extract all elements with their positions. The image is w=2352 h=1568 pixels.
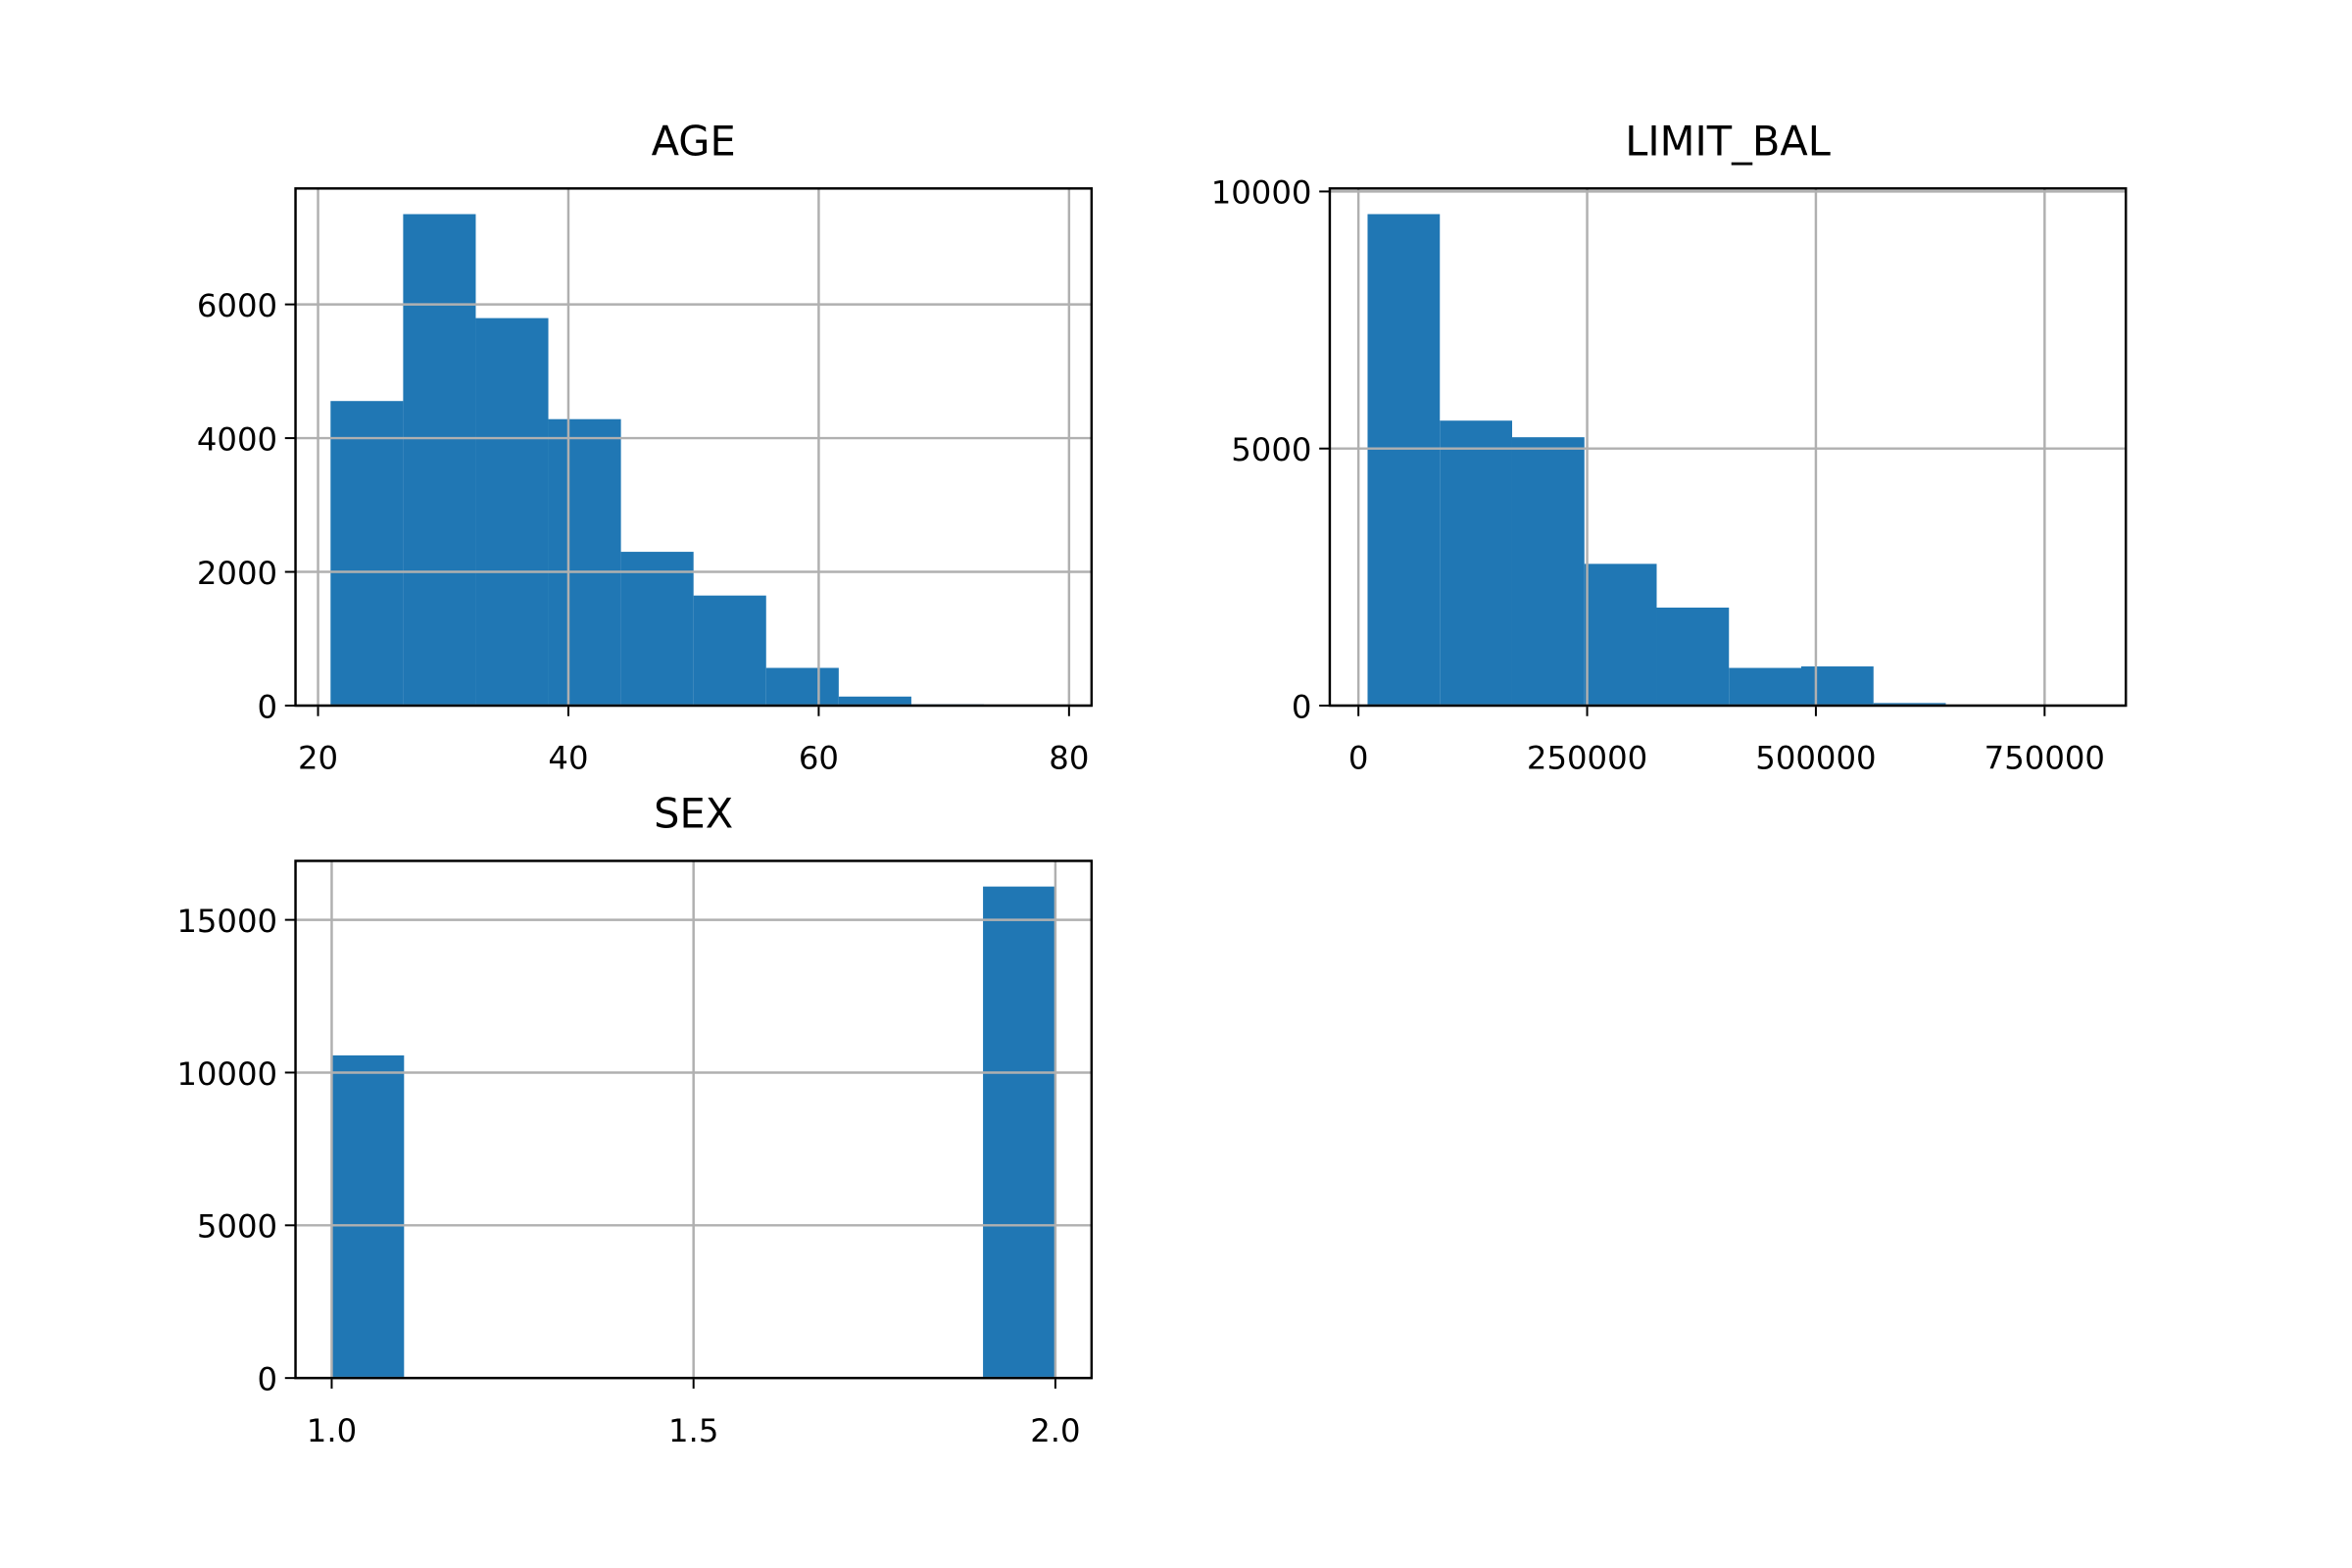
x-tick-label: 2.0 — [1030, 1412, 1080, 1449]
bar — [548, 418, 621, 706]
y-tick-label: 2000 — [197, 555, 277, 592]
y-tick-label: 0 — [258, 1360, 278, 1397]
axes-frame — [294, 187, 1094, 708]
y-tick-label: 10000 — [176, 1055, 277, 1093]
bar — [1367, 214, 1441, 706]
x-tick-label: 1.5 — [668, 1412, 718, 1449]
bar — [331, 1054, 405, 1379]
axes-frame — [294, 859, 1094, 1380]
chart-title: SEX — [654, 790, 733, 838]
y-tick-label: 6000 — [197, 287, 277, 324]
y-tick-label: 5000 — [1231, 431, 1311, 468]
bar — [1656, 608, 1730, 706]
axes-frame — [1328, 187, 2128, 708]
bar — [1873, 703, 1946, 706]
x-tick-label: 0 — [1348, 740, 1369, 777]
x-tick-label: 500000 — [1755, 740, 1876, 777]
y-tick-label: 5000 — [197, 1208, 277, 1246]
y-tick-label: 15000 — [176, 903, 277, 940]
chart-title: LIMIT_BAL — [1625, 117, 1831, 165]
bar — [330, 401, 404, 706]
bar — [693, 595, 766, 706]
bar — [838, 696, 911, 706]
x-tick-label: 20 — [298, 740, 338, 777]
x-tick-label: 40 — [548, 740, 588, 777]
bar — [1729, 667, 1801, 706]
x-tick-label: 250000 — [1527, 740, 1647, 777]
bar — [1584, 564, 1657, 706]
x-tick-label: 1.0 — [307, 1412, 357, 1449]
y-tick-label: 0 — [1292, 688, 1312, 725]
chart-title: AGE — [652, 117, 736, 165]
bar — [1800, 666, 1874, 706]
bar — [620, 552, 694, 706]
bar — [403, 214, 476, 706]
y-tick-label: 4000 — [197, 420, 277, 458]
bar — [765, 667, 839, 706]
x-tick-label: 750000 — [1984, 740, 2105, 777]
x-tick-label: 60 — [799, 740, 839, 777]
bar — [1440, 420, 1512, 706]
y-tick-label: 0 — [258, 688, 278, 725]
x-tick-label: 80 — [1049, 740, 1089, 777]
bar — [1511, 437, 1585, 706]
y-tick-label: 10000 — [1211, 174, 1312, 212]
bar — [475, 318, 549, 706]
bar — [983, 886, 1055, 1379]
